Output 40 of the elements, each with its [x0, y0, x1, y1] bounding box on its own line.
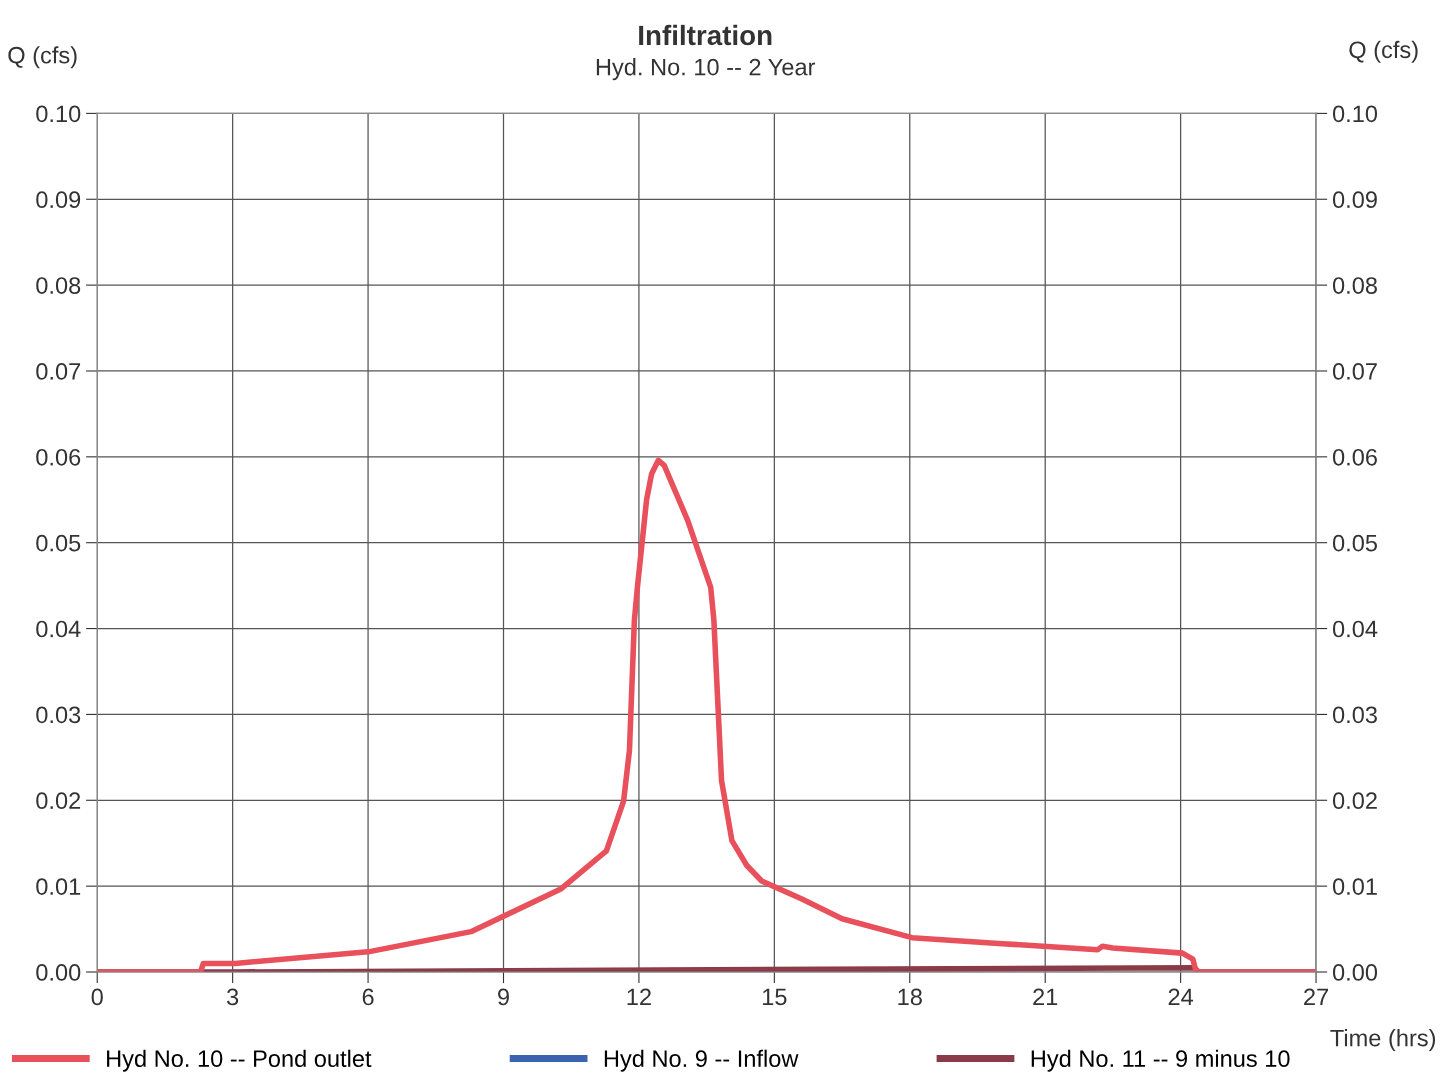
- y-tick-label: 0.07: [36, 363, 81, 380]
- x-tick-label: 21: [1033, 988, 1058, 1006]
- legend-label: Hyd No. 11 -- 9 minus 10: [1031, 1049, 1290, 1072]
- y2-tick-label: 0.05: [1332, 534, 1377, 552]
- y2-tick-label: 0.09: [1332, 191, 1377, 209]
- y-tick-label: 0.00: [36, 964, 81, 981]
- y-tick-label: 0.01: [36, 878, 81, 895]
- y2-tick-label: 0.10: [1332, 105, 1378, 123]
- x-tick-label: 3: [226, 988, 239, 1006]
- y-tick-label: 0.04: [36, 620, 81, 638]
- x-tick-label: 24: [1168, 988, 1194, 1006]
- x-tick-label: 18: [898, 988, 922, 1006]
- y2-tick-label: 0.06: [1332, 448, 1377, 466]
- x-tick-label: 0: [91, 988, 103, 1006]
- x-tick-label: 9: [498, 988, 509, 1006]
- y-axis-title: Q (cfs): [8, 46, 77, 69]
- x-tick-label: 15: [763, 988, 787, 1006]
- y2-tick-label: 0.00: [1332, 964, 1378, 981]
- chart-subtitle: Hyd. No. 10 -- 2 Year: [596, 58, 816, 81]
- y2-tick-label: 0.08: [1332, 277, 1377, 294]
- y-tick-label: 0.06: [36, 448, 81, 466]
- y-tick-label: 0.05: [36, 534, 81, 552]
- y2-tick-label: 0.07: [1332, 363, 1377, 380]
- y-tick-label: 0.02: [36, 792, 81, 810]
- y-tick-label: 0.10: [36, 105, 81, 123]
- y2-axis-title: Q (cfs): [1349, 40, 1418, 63]
- x-tick-label: 27: [1304, 988, 1328, 1006]
- y-tick-label: 0.08: [36, 277, 81, 294]
- y-tick-label: 0.09: [36, 191, 81, 209]
- legend-label: Hyd No. 10 -- Pond outlet: [107, 1049, 372, 1072]
- x-tick-label: 6: [362, 988, 374, 1006]
- y2-tick-label: 0.03: [1332, 706, 1377, 724]
- y2-tick-label: 0.01: [1332, 878, 1377, 895]
- chart-title: Infiltration: [639, 24, 772, 46]
- y2-tick-label: 0.02: [1332, 792, 1377, 810]
- y-tick-label: 0.03: [36, 706, 81, 724]
- x-tick-label: 12: [627, 988, 651, 1006]
- x-axis-title: Time (hrs): [1330, 1029, 1436, 1052]
- y2-tick-label: 0.04: [1332, 620, 1378, 638]
- legend-label: Hyd No. 9 -- Inflow: [604, 1049, 799, 1072]
